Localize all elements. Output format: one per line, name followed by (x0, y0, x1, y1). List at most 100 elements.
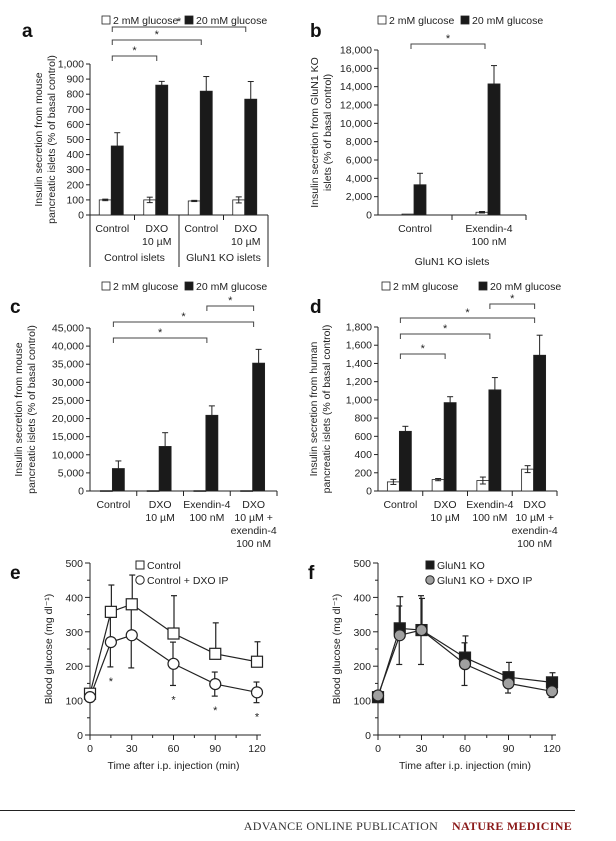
significance-star: * (109, 676, 114, 688)
significance-star: * (255, 712, 260, 724)
legend-swatch-2mm (101, 15, 111, 25)
y-tick-label: 2,000 (346, 191, 372, 203)
x-axis-label: Time after i.p. injection (min) (107, 760, 239, 772)
y-tick-label: 400 (353, 592, 371, 604)
y-tick-label: 300 (353, 627, 371, 639)
significance-bracket (489, 303, 536, 309)
legend-label: 20 mM glucose (196, 15, 267, 27)
y-tick-label: 1,400 (346, 358, 372, 370)
y-tick-label: 800 (354, 413, 372, 425)
legend-label: 2 mM glucose (113, 281, 179, 293)
bar-20mm (252, 362, 266, 492)
legend-label: 2 mM glucose (393, 281, 459, 293)
y-axis-label: Blood glucose (mg dl⁻¹) (331, 594, 343, 705)
panel-label: b (310, 21, 322, 42)
significance-star: * (421, 343, 426, 355)
bar-2mm (99, 490, 113, 492)
x-tick-label: 60 (168, 743, 180, 755)
legend-swatch-2mm (377, 15, 387, 25)
legend: 2 mM glucose 20 mM glucose (381, 281, 561, 293)
legend: Control Control + DXO IP (135, 560, 228, 587)
y-tick-label: 5,000 (58, 467, 84, 479)
y-tick-label: 700 (66, 104, 84, 116)
y-tick-label: 45,000 (52, 323, 84, 335)
legend-marker-square (425, 560, 435, 570)
data-point-square (250, 655, 264, 668)
y-tick-label: 6,000 (346, 155, 372, 167)
y-tick-label: 8,000 (346, 136, 372, 148)
data-point-circle (83, 691, 97, 704)
x-tick-label: 60 (459, 743, 471, 755)
y-axis-label: Insulin secretion from GluN1 KO (309, 57, 321, 208)
x-category-label: 10 µM (142, 236, 171, 248)
y-tick-label: 100 (66, 194, 84, 206)
y-axis-label: pancreatic islets (% of basal control) (26, 325, 38, 494)
x-axis-label: Time after i.p. injection (min) (399, 760, 531, 772)
data-point-circle (502, 677, 515, 690)
x-tick-label: 90 (209, 743, 221, 755)
y-tick-label: 16,000 (340, 63, 372, 75)
y-tick-label: 500 (66, 134, 84, 146)
y-tick-label: 400 (65, 592, 83, 604)
data-point-circle (393, 629, 406, 642)
significance-star: * (213, 705, 218, 717)
significance-star: * (446, 33, 451, 45)
y-tick-label: 600 (354, 431, 372, 443)
publication-label: ADVANCE ONLINE PUBLICATION (243, 819, 439, 833)
y-tick-label: 400 (66, 149, 84, 161)
y-axis-label: pancreatic islets (% of basal control) (321, 325, 333, 494)
y-tick-label: 0 (77, 730, 83, 742)
y-axis-label: Blood glucose (mg dl⁻¹) (43, 594, 55, 705)
panel-label: a (22, 21, 33, 42)
y-tick-label: 100 (65, 696, 83, 708)
y-tick-label: 900 (66, 74, 84, 86)
x-category-label: Control (95, 223, 129, 235)
y-tick-label: 1,600 (346, 340, 372, 352)
y-tick-label: 25,000 (52, 395, 84, 407)
significance-bracket (410, 43, 486, 49)
legend-swatch-2mm (381, 281, 391, 291)
x-tick-label: 0 (87, 743, 93, 755)
x-category-label: 10 µM (430, 512, 459, 524)
y-tick-label: 30,000 (52, 377, 84, 389)
data-point-square (209, 647, 222, 660)
bar-2mm (187, 200, 201, 216)
x-category-label: 100 nM (189, 512, 224, 524)
data-point-circle (167, 657, 180, 670)
bar-2mm (98, 199, 112, 216)
bar-2mm (401, 213, 415, 216)
y-axis-label: Insulin secretion from mouse (33, 72, 45, 206)
legend: 2 mM glucose 20 mM glucose (101, 15, 267, 27)
y-tick-label: 200 (65, 661, 83, 673)
panel-d: d 2 mM glucose 20 mM glucose 0 200 400 600 800 1… (308, 281, 561, 550)
group-label: GluN1 KO islets (186, 252, 261, 264)
footer-rule (0, 810, 575, 811)
significance-star: * (228, 295, 233, 307)
y-tick-label: 20,000 (52, 413, 84, 425)
journal-name: NATURE MEDICINE (452, 819, 572, 833)
group-label: GluN1 KO islets (415, 256, 490, 268)
legend: 2 mM glucose 20 mM glucose (377, 15, 543, 27)
legend-swatch-20mm (460, 15, 470, 25)
y-tick-label: 500 (65, 558, 83, 570)
x-category-label: 100 nM (236, 538, 271, 550)
x-category-label: 100 nM (471, 236, 506, 248)
legend: 2 mM glucose 20 mM glucose (101, 281, 267, 293)
x-tick-label: 0 (375, 743, 381, 755)
y-axis-label: islets (% of basal control) (322, 74, 334, 191)
y-tick-label: 0 (78, 486, 84, 498)
significance-bracket (112, 337, 208, 343)
bar-20mm (155, 84, 169, 216)
panel-e: e 0 100 200 300 400 500 0 30 60 90 120 Time after i.… (10, 558, 266, 772)
y-tick-label: 200 (66, 179, 84, 191)
data-point-circle (458, 658, 472, 671)
y-tick-label: 500 (353, 558, 371, 570)
y-axis-label: Insulin secretion from human (308, 341, 320, 476)
significance-star: * (510, 293, 515, 305)
bar-20mm (443, 402, 457, 492)
data-point-circle (545, 685, 559, 698)
data-point-circle (209, 677, 222, 691)
x-category-label: Control (398, 223, 432, 235)
bar-20mm (398, 430, 412, 492)
x-category-label: 100 nM (517, 538, 552, 550)
